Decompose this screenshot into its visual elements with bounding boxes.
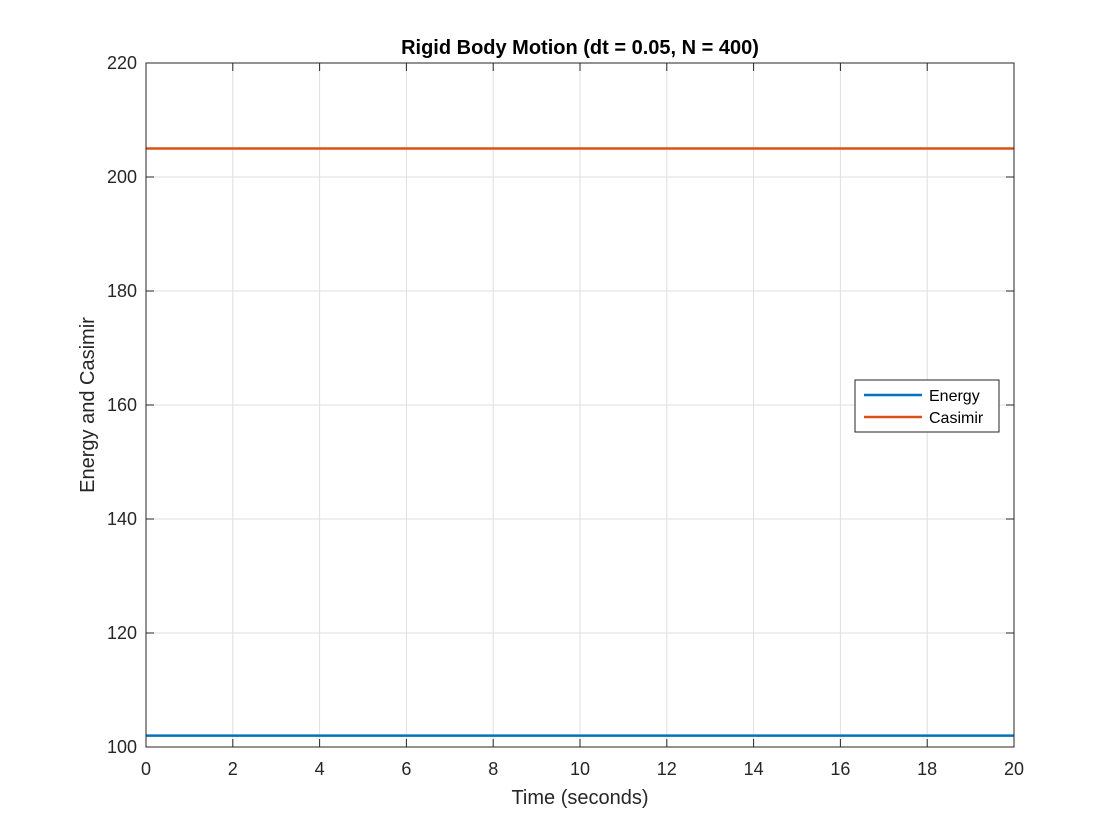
- x-tick-label: 16: [830, 759, 850, 779]
- y-tick-label: 120: [107, 623, 137, 643]
- x-tick-label: 10: [570, 759, 590, 779]
- legend-label-casimir: Casimir: [929, 410, 984, 427]
- y-tick-label: 200: [107, 167, 137, 187]
- y-tick-label: 160: [107, 395, 137, 415]
- legend-label-energy: Energy: [929, 388, 980, 405]
- x-tick-label: 6: [401, 759, 411, 779]
- y-axis-label: Energy and Casimir: [77, 317, 99, 493]
- x-tick-label: 2: [228, 759, 238, 779]
- tick-labels: 0 2 4 6 8 10 12 14 16 18 20 100 120 140 160 180 200 220: [107, 53, 1024, 779]
- y-tick-label: 180: [107, 281, 137, 301]
- x-tick-label: 4: [315, 759, 325, 779]
- y-tick-label: 220: [107, 53, 137, 73]
- plot-lines: [146, 147, 1014, 737]
- x-tick-label: 12: [657, 759, 677, 779]
- y-tick-label: 100: [107, 737, 137, 757]
- axis-ticks: [145, 62, 1015, 748]
- x-axis-label: Time (seconds): [511, 787, 648, 809]
- chart-title: Rigid Body Motion (dt = 0.05, N = 400): [401, 37, 759, 59]
- x-tick-label: 14: [744, 759, 764, 779]
- y-tick-label: 140: [107, 509, 137, 529]
- x-tick-label: 20: [1004, 759, 1024, 779]
- x-tick-label: 18: [917, 759, 937, 779]
- legend: Energy Casimir: [854, 379, 1000, 433]
- x-tick-label: 0: [141, 759, 151, 779]
- x-tick-label: 8: [488, 759, 498, 779]
- legend-box: [854, 379, 1000, 433]
